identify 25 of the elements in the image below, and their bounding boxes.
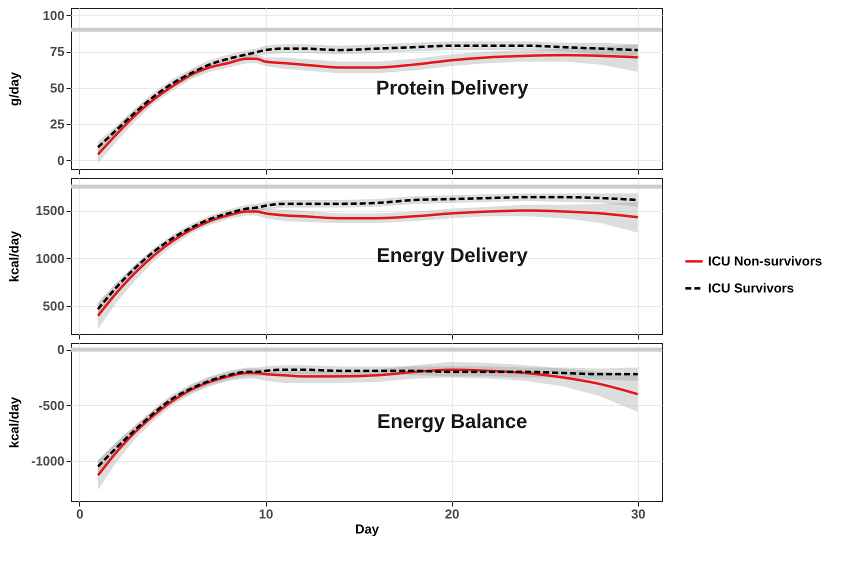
y-axis-title: g/day	[6, 71, 22, 106]
y-tick-label: 1000	[36, 250, 64, 266]
y-tick-label: 25	[50, 116, 64, 132]
y-tick-label: 0	[57, 342, 64, 358]
y-tick-label: -1000	[31, 453, 64, 468]
y-tick-label: 1500	[36, 203, 64, 218]
y-tick-label: 75	[50, 44, 64, 60]
y-axis-title: kcal/day	[6, 230, 22, 282]
y-axis-title: kcal/day	[6, 396, 22, 448]
x-tick-label: 10	[258, 506, 274, 522]
y-tick-label: 50	[50, 80, 64, 96]
x-tick-label: 20	[444, 506, 460, 522]
y-tick-label: 500	[42, 298, 64, 314]
y-tick-label: 0	[57, 152, 64, 168]
annotation: Energy Delivery	[376, 245, 529, 267]
x-tick-label: 30	[631, 506, 646, 522]
x-tick-label: 0	[76, 506, 84, 522]
x-axis-title: Day	[355, 522, 380, 536]
annotation: Energy Balance	[377, 411, 528, 433]
y-tick-label: 100	[42, 8, 64, 23]
legend-label: ICU Survivors	[708, 280, 794, 296]
line-series	[96, 209, 640, 318]
y-tick-label: -500	[38, 398, 64, 413]
annotation: Protein Delivery	[376, 78, 530, 100]
legend-label: ICU Non-survivors	[708, 253, 822, 268]
